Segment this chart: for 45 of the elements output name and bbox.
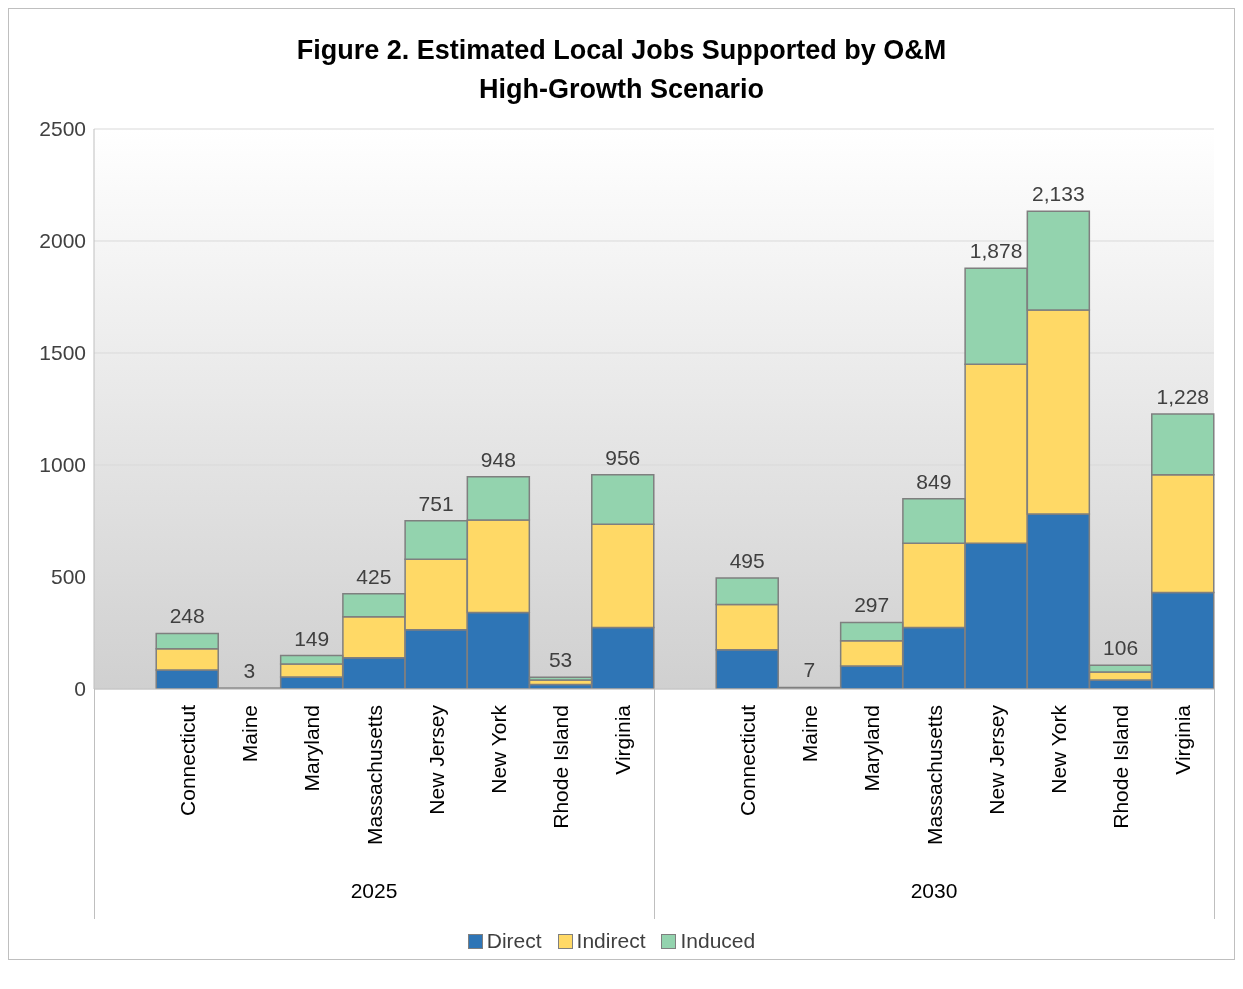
- y-tick-label: 500: [50, 565, 86, 589]
- chart-subtitle: High-Growth Scenario: [478, 73, 765, 106]
- total-label: 53: [548, 648, 573, 672]
- y-tick-label: 1500: [39, 341, 86, 365]
- text: 2030: [909, 879, 959, 903]
- y-tick-label: 2000: [39, 229, 86, 253]
- legend-label: Direct: [486, 929, 542, 953]
- y-tick-label: 1000: [39, 453, 86, 477]
- total-label: 849: [916, 469, 952, 493]
- total-label: 948: [480, 447, 516, 471]
- total-label: 149: [294, 626, 330, 650]
- total-label: 3: [243, 659, 256, 683]
- total-label: 248: [169, 604, 205, 628]
- total-label: 956: [605, 445, 641, 469]
- x-tick-label: New York: [1046, 704, 1070, 794]
- total-label: 425: [356, 564, 392, 588]
- x-tick-label: Rhode Island: [1109, 705, 1133, 829]
- x-tick-label: Maine: [798, 705, 822, 763]
- x-tick-label: New Jersey: [984, 704, 1008, 815]
- x-tick-label: Virginia: [1171, 704, 1195, 775]
- text: 2025: [349, 879, 399, 903]
- total-label: 751: [418, 491, 454, 515]
- legend-label: Induced: [680, 929, 756, 953]
- x-tick-label: Maryland: [860, 705, 884, 792]
- x-tick-label: Rhode Island: [549, 705, 573, 829]
- x-tick-label: New Jersey: [424, 704, 448, 815]
- x-tick-label: Maine: [238, 705, 262, 763]
- total-label: 495: [729, 549, 765, 573]
- x-tick-label: New York: [486, 704, 510, 794]
- x-tick-label: Virginia: [611, 704, 635, 775]
- x-tick-label: Connecticut: [175, 704, 199, 816]
- total-label: 106: [1103, 636, 1139, 660]
- total-label: 2,133: [1032, 182, 1085, 206]
- total-label: 7: [803, 658, 816, 682]
- chart-title: Figure 2. Estimated Local Jobs Supported by O&M: [295, 34, 948, 67]
- total-label: 1,228: [1156, 384, 1210, 408]
- y-tick-label: 2500: [39, 117, 86, 141]
- x-tick-label: Connecticut: [735, 704, 759, 816]
- y-tick-label: 0: [74, 677, 86, 701]
- x-tick-label: Massachusetts: [922, 705, 946, 846]
- total-label: 1,878: [969, 239, 1023, 263]
- legend-label: Indirect: [576, 929, 646, 953]
- x-tick-label: Massachusetts: [362, 705, 386, 846]
- x-tick-label: Maryland: [300, 705, 324, 792]
- total-label: 297: [854, 593, 890, 617]
